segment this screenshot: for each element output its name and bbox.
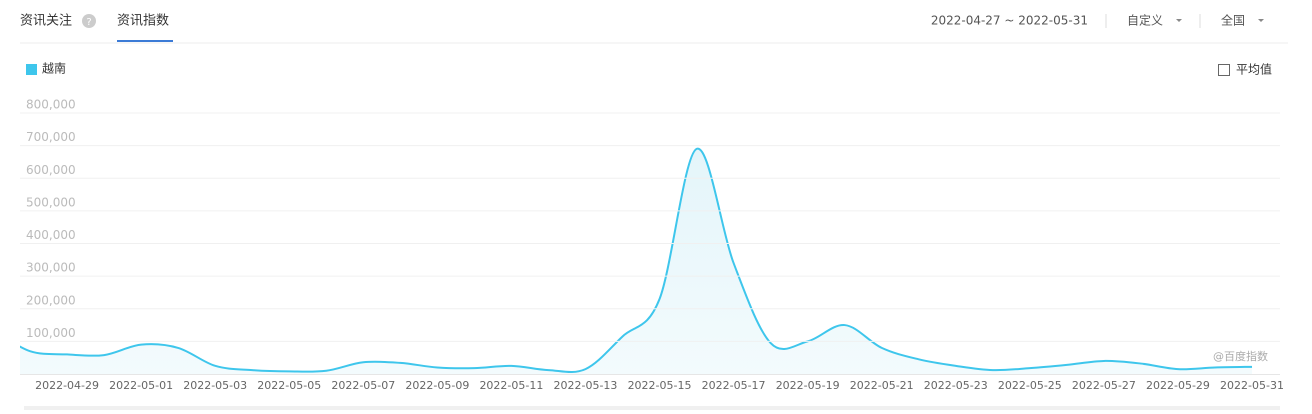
help-mark: ? [86, 17, 91, 28]
x-tick-label: 2022-04-29 [35, 379, 99, 392]
y-tick-label: 700,000 [26, 130, 76, 144]
legend-label[interactable]: 越南 [42, 61, 66, 76]
y-tick-label: 800,000 [26, 98, 76, 112]
date-range[interactable]: 2022-04-27 ~ 2022-05-31 [931, 14, 1088, 28]
x-tick-label: 2022-05-03 [183, 379, 247, 392]
y-tick-label: 400,000 [26, 228, 76, 242]
plot [20, 147, 1253, 374]
area [20, 148, 1253, 374]
x-tick-label: 2022-05-13 [554, 379, 618, 392]
x-tick-label: 2022-05-01 [109, 379, 173, 392]
caret [1258, 19, 1264, 22]
x-tick-label: 2022-05-19 [776, 379, 840, 392]
dropdown[interactable]: 全国 [1221, 13, 1245, 28]
tab-underline [117, 40, 173, 42]
series-line [20, 147, 1253, 374]
scrollbar [24, 406, 1280, 410]
help-icon[interactable] [82, 14, 96, 28]
x-tick-label: 2022-05-11 [479, 379, 543, 392]
y-tick-label: 100,000 [26, 326, 76, 340]
legend-swatch [26, 64, 37, 75]
watermark: @百度指数 [1213, 349, 1268, 363]
tab[interactable]: 资讯关注 [20, 14, 72, 29]
x-tick-label: 2022-05-15 [628, 379, 692, 392]
x-tick-label: 2022-05-29 [1146, 379, 1210, 392]
y-tick-label: 500,000 [26, 195, 76, 209]
caret [1176, 19, 1182, 22]
x-tick-label: 2022-05-25 [998, 379, 1062, 392]
x-tick-label: 2022-05-21 [850, 379, 914, 392]
dropdown[interactable]: 自定义 [1127, 13, 1163, 28]
x-tick-label: 2022-05-31 [1220, 379, 1284, 392]
x-tick-label: 2022-05-07 [331, 379, 395, 392]
x-tick-label: 2022-05-27 [1072, 379, 1136, 392]
y-tick-label: 300,000 [26, 261, 76, 275]
checkbox-label[interactable]: 平均值 [1236, 62, 1272, 77]
x-tick-label: 2022-05-05 [257, 379, 321, 392]
checkbox[interactable] [1218, 64, 1230, 76]
x-tick-label: 2022-05-17 [702, 379, 766, 392]
x-tick-label: 2022-05-23 [924, 379, 988, 392]
x-tick-label: 2022-05-09 [405, 379, 469, 392]
y-tick-label: 600,000 [26, 163, 76, 177]
tab-active[interactable]: 资讯指数 [117, 14, 169, 29]
y-tick-label: 200,000 [26, 293, 76, 307]
